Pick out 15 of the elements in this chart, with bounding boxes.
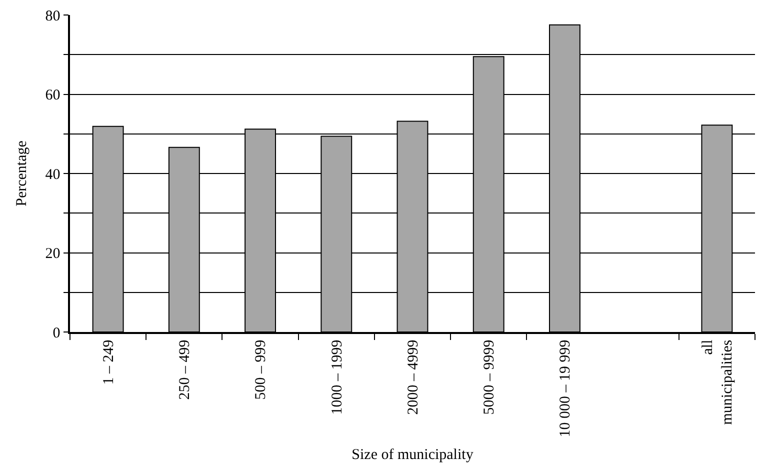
- x-tick-label: 2000 – 4999: [405, 340, 422, 415]
- x-tick-label: 5000 – 9999: [481, 340, 498, 415]
- y-tick-label: 20: [45, 246, 60, 262]
- x-tick-label: 500 – 999: [253, 340, 270, 400]
- x-tick-label: 1000 – 1999: [329, 340, 346, 415]
- y-tick-label: 60: [45, 88, 60, 104]
- x-tick-label: 1 – 249: [100, 340, 117, 385]
- y-axis-title: Percentage: [14, 140, 30, 206]
- y-tick-label: 0: [52, 325, 60, 342]
- x-tick-label: 10 000 – 19 999: [558, 340, 574, 438]
- y-tick-label: 80: [45, 8, 60, 24]
- y-tick-label: 40: [45, 166, 60, 183]
- x-axis-title: Size of municipality: [352, 446, 474, 463]
- x-tick-label: 250 – 499: [177, 340, 194, 400]
- x-tick-label: all municipalities: [700, 340, 736, 425]
